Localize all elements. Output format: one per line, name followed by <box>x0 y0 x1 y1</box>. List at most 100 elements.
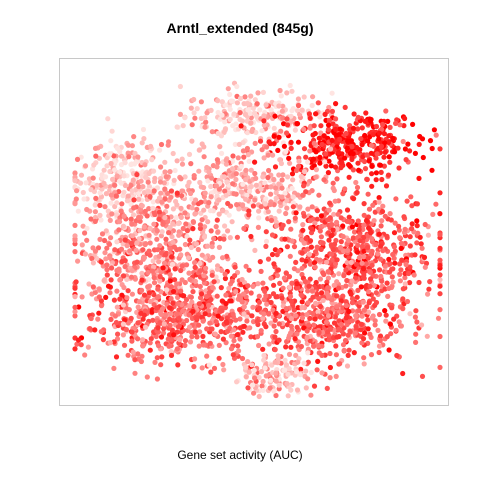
cell-point <box>220 361 226 368</box>
cell-point <box>367 269 373 275</box>
cell-point <box>393 196 399 202</box>
cell-point <box>325 329 331 335</box>
cell-point <box>300 222 306 228</box>
cell-point <box>209 190 215 196</box>
cell-point <box>245 100 251 107</box>
cell-point <box>437 211 443 217</box>
cell-point <box>252 375 258 381</box>
cell-point <box>334 293 340 299</box>
cell-point <box>384 233 390 239</box>
cell-point <box>192 356 198 362</box>
cell-point <box>214 193 220 199</box>
cell-point <box>274 272 280 279</box>
cell-point <box>237 307 243 313</box>
cell-point <box>86 281 92 287</box>
cell-point <box>159 250 165 256</box>
cell-point <box>244 145 250 152</box>
cell-point <box>104 245 110 251</box>
cell-point <box>135 304 141 310</box>
cell-point <box>288 139 294 145</box>
cell-point <box>330 227 336 233</box>
cell-point <box>312 220 318 226</box>
cell-point <box>343 130 349 137</box>
cell-point <box>125 142 131 148</box>
cell-point <box>430 211 436 217</box>
cell-point <box>189 138 195 144</box>
cell-point <box>268 275 274 281</box>
cell-point <box>363 218 370 224</box>
cell-point <box>293 352 299 358</box>
cell-point <box>273 392 279 399</box>
cell-point <box>284 244 290 250</box>
cell-point <box>369 163 375 169</box>
cell-point <box>139 287 145 293</box>
cell-point <box>330 246 337 253</box>
cell-point <box>130 349 136 355</box>
cell-point <box>243 374 249 380</box>
cell-point <box>402 115 408 122</box>
cell-point <box>174 346 180 352</box>
cell-point <box>311 322 317 328</box>
cell-point <box>201 342 207 348</box>
cell-point <box>154 247 161 253</box>
cell-point <box>209 175 215 181</box>
cell-point <box>295 285 301 291</box>
cell-point <box>246 212 252 218</box>
cell-point <box>261 352 267 359</box>
cell-point <box>108 235 114 241</box>
cell-point <box>307 218 313 224</box>
cell-point <box>333 126 339 132</box>
cell-point <box>261 155 267 161</box>
cell-point <box>167 332 173 338</box>
cell-point <box>108 192 114 198</box>
cell-point <box>311 260 318 266</box>
cell-point <box>72 170 78 176</box>
cell-point <box>128 274 135 280</box>
cell-point <box>301 360 307 366</box>
cell-point <box>260 280 266 286</box>
cell-point <box>319 290 325 296</box>
cell-point <box>167 272 173 278</box>
cell-point <box>114 288 120 294</box>
cell-point <box>278 93 284 99</box>
cell-point <box>135 320 141 326</box>
cell-point <box>301 168 308 175</box>
cell-point <box>319 141 325 148</box>
cell-point <box>269 362 275 368</box>
cell-point <box>343 303 350 309</box>
cell-point <box>374 151 380 157</box>
cell-point <box>224 179 230 185</box>
cell-point <box>376 206 382 212</box>
cell-point <box>367 331 373 337</box>
cell-point <box>234 83 240 90</box>
cell-point <box>407 148 413 154</box>
cell-point <box>167 278 173 284</box>
cell-point <box>363 110 369 116</box>
cell-point <box>97 236 103 242</box>
cell-point <box>233 317 239 323</box>
cell-point <box>168 194 174 200</box>
cell-point <box>285 174 291 180</box>
cell-point <box>184 317 190 324</box>
cell-point <box>152 359 158 365</box>
cell-point <box>135 154 141 160</box>
cell-point <box>361 248 367 254</box>
cell-point <box>186 270 192 276</box>
cell-point <box>321 133 327 139</box>
cell-point <box>413 331 419 337</box>
cell-point <box>234 202 240 208</box>
cell-point <box>284 381 290 387</box>
cell-point <box>156 216 162 222</box>
cell-point <box>271 388 277 394</box>
cell-point <box>81 196 87 202</box>
cell-point <box>402 281 408 287</box>
cell-point <box>157 278 163 284</box>
cell-point <box>246 267 252 273</box>
cell-point <box>187 237 193 243</box>
cell-point <box>143 324 149 330</box>
cell-point <box>384 334 390 340</box>
cell-point <box>185 255 192 261</box>
cell-point <box>326 293 332 299</box>
cell-point <box>132 150 138 156</box>
cell-point <box>219 99 225 105</box>
